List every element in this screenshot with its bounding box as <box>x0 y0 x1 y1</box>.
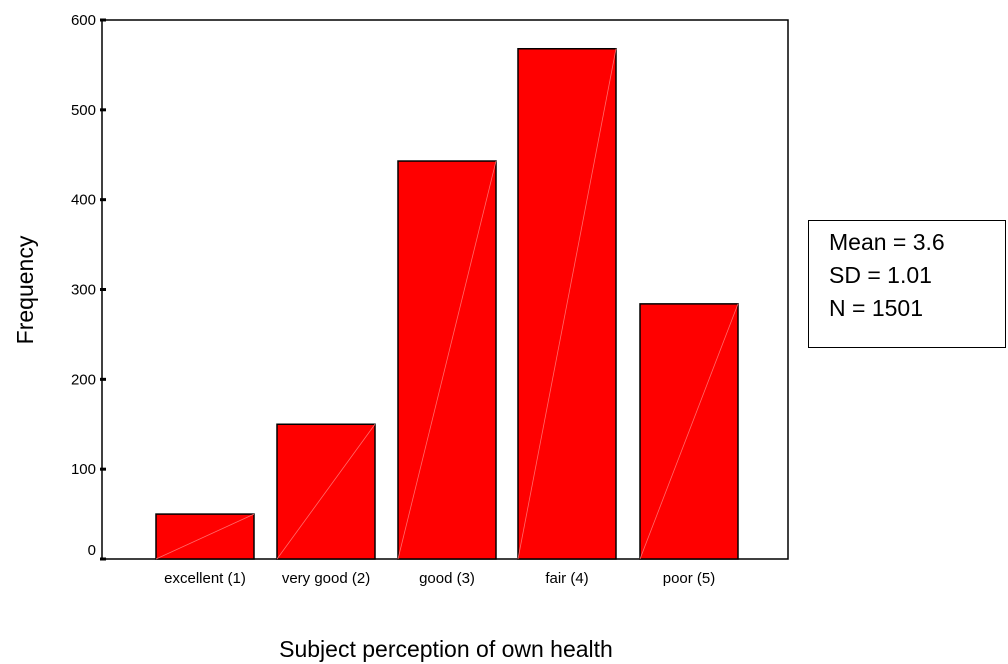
y-tick-label-6: 600 <box>71 12 96 29</box>
bar-diagonal-2 <box>397 160 497 560</box>
y-tick-label-5: 500 <box>71 102 96 119</box>
x-category-label-2: good (3) <box>419 570 475 587</box>
x-axis: excellent (1) very good (2) good (3) fair (… <box>164 570 715 587</box>
summary-stats-box: Mean = 3.6 SD = 1.01 N = 1501 <box>808 220 1006 348</box>
y-axis-title: Frequency <box>12 235 38 344</box>
y-axis: 0 100 200 300 400 500 600 <box>71 12 106 561</box>
bar-diagonal-1 <box>276 424 376 560</box>
x-axis-title: Subject perception of own health <box>279 636 613 662</box>
bar-diagonal-0 <box>155 513 255 560</box>
y-tick-label-2: 200 <box>71 371 96 388</box>
x-category-label-0: excellent (1) <box>164 570 246 587</box>
y-tick-label-4: 400 <box>71 192 96 209</box>
y-tick-label-0: 0 <box>88 542 96 559</box>
mean-stat: Mean = 3.6 <box>829 229 945 255</box>
bars-group <box>155 47 739 560</box>
y-tick-label-3: 300 <box>71 282 96 299</box>
n-stat: N = 1501 <box>829 295 923 321</box>
y-tick-label-1: 100 <box>71 461 96 478</box>
x-category-label-4: poor (5) <box>663 570 716 587</box>
sd-stat: SD = 1.01 <box>829 262 932 288</box>
x-category-label-1: very good (2) <box>282 570 370 587</box>
bar-diagonal-3 <box>517 48 617 560</box>
bar-diagonal-4 <box>639 303 739 560</box>
x-category-label-3: fair (4) <box>545 570 588 587</box>
